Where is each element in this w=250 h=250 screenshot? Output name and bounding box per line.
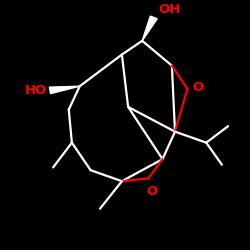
Text: HO: HO [24, 84, 47, 97]
Polygon shape [50, 86, 80, 94]
Text: O: O [146, 185, 157, 198]
Polygon shape [142, 16, 157, 41]
Text: OH: OH [158, 3, 181, 16]
Text: O: O [192, 81, 203, 94]
